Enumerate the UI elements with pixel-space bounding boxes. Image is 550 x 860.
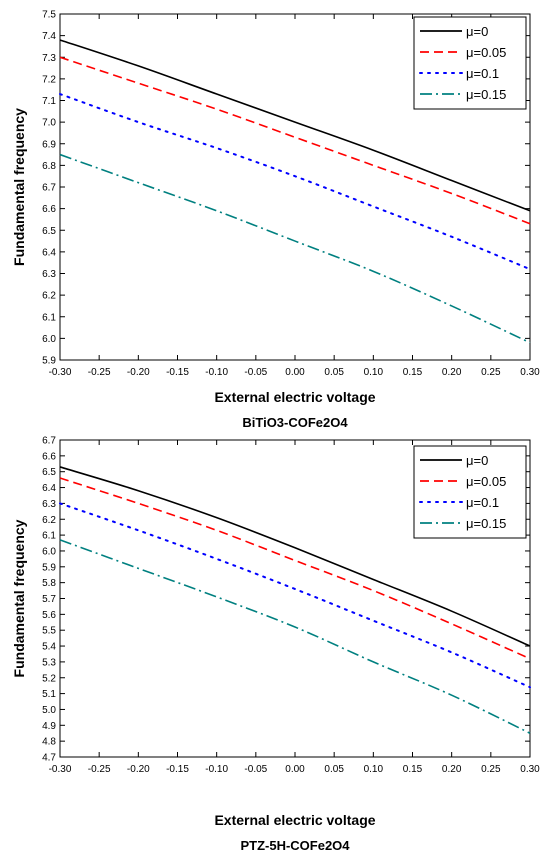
y-tick-label: 6.3 xyxy=(42,499,56,510)
chart-caption: BiTiO3-COFe2O4 xyxy=(242,415,348,430)
y-tick-label: 6.4 xyxy=(42,483,56,494)
chart-ptz5h-cofe2o4: -0.30 -0.25 -0.20 -0.15 -0.10 -0.05 0.00 0.05 0.… xyxy=(11,436,540,854)
x-tick-label: -0.25 xyxy=(88,764,111,775)
y-axis-title: Fundamental frequency xyxy=(11,519,27,677)
y-tick-label: 7.0 xyxy=(42,118,56,129)
y-tick-label: 6.4 xyxy=(42,247,56,258)
y-tick-label: 5.5 xyxy=(42,626,56,637)
y-tick-label: 5.6 xyxy=(42,610,56,621)
legend-label-0: μ=0 xyxy=(466,453,488,468)
y-tick-label: 6.6 xyxy=(42,451,56,462)
y-tick-label: 6.7 xyxy=(42,436,56,447)
legend-box xyxy=(413,445,527,539)
y-tick-label: 6.3 xyxy=(42,269,56,280)
x-tick-label: 0.20 xyxy=(442,367,462,378)
y-tick-label: 6.5 xyxy=(42,226,56,237)
x-tick-label: -0.30 xyxy=(49,367,72,378)
series-line-3 xyxy=(59,539,531,734)
y-tick-label: 6.2 xyxy=(42,515,56,526)
x-tick-label: 0.25 xyxy=(481,367,501,378)
x-tick-label: -0.10 xyxy=(205,764,228,775)
x-tick-label: 0.00 xyxy=(285,367,305,378)
y-tick-label: 6.5 xyxy=(42,467,56,478)
y-tick-label: 6.7 xyxy=(42,183,56,194)
y-tick-label: 6.1 xyxy=(42,312,56,323)
x-tick-label: 0.10 xyxy=(364,367,384,378)
y-tick-label: 4.8 xyxy=(42,737,56,748)
y-tick-label: 7.3 xyxy=(42,53,56,64)
series-line-0 xyxy=(59,39,531,212)
series-line-3 xyxy=(59,153,531,344)
y-tick-label: 5.8 xyxy=(42,578,56,589)
y-tick-label: 6.0 xyxy=(42,546,56,557)
x-tick-label: 0.05 xyxy=(324,367,344,378)
series-line-1 xyxy=(59,56,531,225)
x-tick-label: 0.30 xyxy=(520,764,540,775)
series-line-2 xyxy=(59,502,531,689)
y-tick-label: 5.1 xyxy=(42,689,56,700)
y-tick-label: 5.7 xyxy=(42,594,56,605)
x-tick-label: -0.25 xyxy=(88,367,111,378)
y-tick-label: 5.4 xyxy=(42,642,56,653)
x-tick-label: -0.20 xyxy=(127,764,150,775)
y-tick-label: 7.4 xyxy=(42,31,56,42)
y-tick-label: 5.9 xyxy=(42,356,56,367)
x-tick-label: 0.10 xyxy=(364,764,384,775)
series-line-0 xyxy=(59,466,531,647)
x-tick-label: 0.15 xyxy=(403,764,423,775)
y-tick-label: 5.2 xyxy=(42,673,56,684)
x-tick-label: 0.05 xyxy=(324,764,344,775)
y-tick-label: 6.6 xyxy=(42,204,56,215)
y-tick-label: 4.7 xyxy=(42,753,56,764)
x-tick-label: -0.30 xyxy=(49,764,72,775)
legend-label-2: μ=0.1 xyxy=(466,495,499,510)
y-tick-label: 7.5 xyxy=(42,10,56,21)
x-tick-label: -0.15 xyxy=(166,367,189,378)
y-tick-label: 6.9 xyxy=(42,139,56,150)
y-tick-label: 5.3 xyxy=(42,657,56,668)
y-tick-label: 4.9 xyxy=(42,721,56,732)
x-tick-label: 0.30 xyxy=(520,367,540,378)
series-line-2 xyxy=(59,93,531,271)
x-tick-label: -0.10 xyxy=(205,367,228,378)
x-tick-label: -0.05 xyxy=(244,367,267,378)
y-tick-label: 6.1 xyxy=(42,531,56,542)
y-tick-label: 7.1 xyxy=(42,96,56,107)
x-tick-label: 0.25 xyxy=(481,764,501,775)
x-axis-title: External electric voltage xyxy=(214,812,375,828)
legend-label-2: μ=0.1 xyxy=(466,66,499,81)
y-tick-label: 5.0 xyxy=(42,705,56,716)
y-tick-label: 6.8 xyxy=(42,161,56,172)
x-axis-title: External electric voltage xyxy=(214,389,375,405)
x-tick-label: -0.05 xyxy=(244,764,267,775)
legend-label-1: μ=0.05 xyxy=(466,45,506,60)
legend-label-1: μ=0.05 xyxy=(466,474,506,489)
legend-box xyxy=(413,16,527,110)
legend-label-3: μ=0.15 xyxy=(466,516,506,531)
y-axis-title: Fundamental frequency xyxy=(11,108,27,266)
x-tick-label: -0.15 xyxy=(166,764,189,775)
x-tick-label: 0.15 xyxy=(403,367,423,378)
x-tick-label: -0.20 xyxy=(127,367,150,378)
y-tick-label: 6.0 xyxy=(42,334,56,345)
chart-caption: PTZ-5H-COFe2O4 xyxy=(240,838,350,853)
y-tick-label: 7.2 xyxy=(42,74,56,85)
y-tick-label: 5.9 xyxy=(42,562,56,573)
x-tick-label: 0.00 xyxy=(285,764,305,775)
legend-label-0: μ=0 xyxy=(466,24,488,39)
legend-label-3: μ=0.15 xyxy=(466,87,506,102)
x-tick-label: 0.20 xyxy=(442,764,462,775)
y-tick-label: 6.2 xyxy=(42,291,56,302)
chart-bitio3-cofe2o4: -0.30 -0.25 -0.20 -0.15 -0.10 -0.05 0.00 0.05 0.… xyxy=(11,10,540,431)
